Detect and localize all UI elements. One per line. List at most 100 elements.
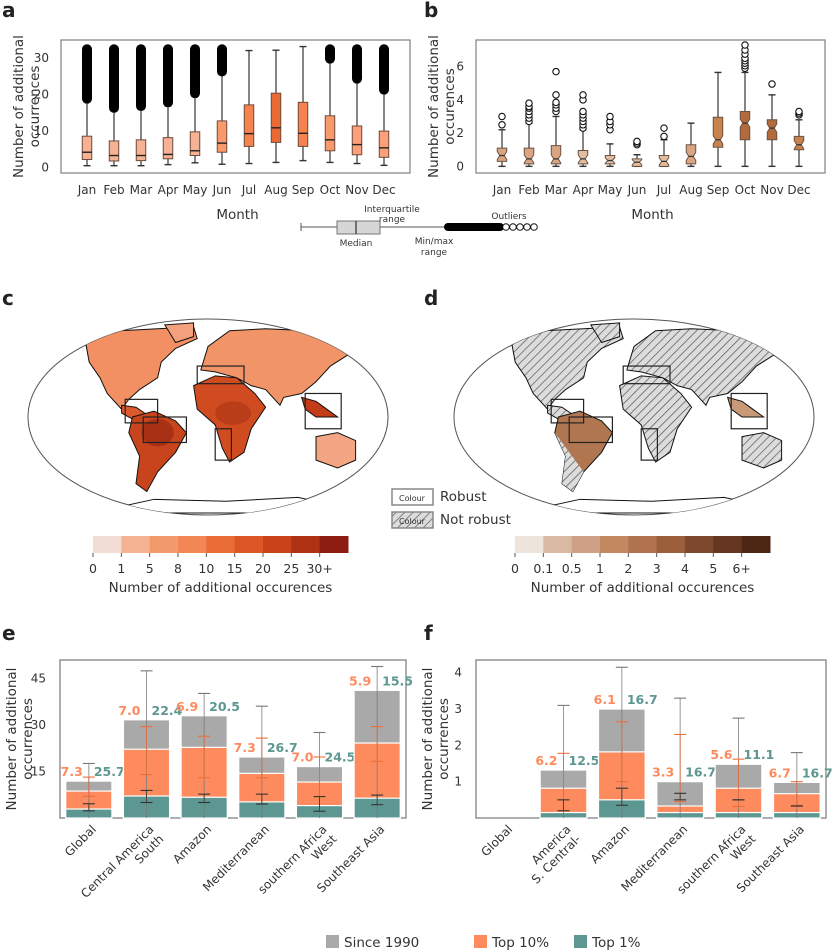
mediterranean-box xyxy=(622,365,671,385)
iqr-box xyxy=(297,101,309,147)
x-tick-label: Mar xyxy=(130,183,153,197)
outlier-band xyxy=(217,44,227,77)
colorbar-bin xyxy=(515,536,544,553)
box-mar xyxy=(135,44,147,167)
colorbar-tick-label: 5 xyxy=(709,561,717,576)
colorbar-label: Number of additional occurences xyxy=(531,580,755,596)
outlier-point xyxy=(525,99,533,107)
top1-pct-label: 16.7 xyxy=(685,765,716,780)
x-tick-label: Jun xyxy=(212,183,232,197)
legend-label: Top 1% xyxy=(591,935,641,951)
x-tick-label: Nov xyxy=(760,183,783,197)
outlier-band xyxy=(352,44,362,84)
top10-pct-label: 6.7 xyxy=(769,765,791,780)
x-axis-label: Region xyxy=(195,950,241,952)
plot-frame xyxy=(60,39,411,174)
plot-frame xyxy=(475,39,826,174)
colorbar-tick-label: 4 xyxy=(681,561,689,576)
colorbar-bin xyxy=(234,536,264,553)
colorbar-bin xyxy=(600,536,629,553)
iqr-box xyxy=(243,104,255,147)
x-axis-label: Month xyxy=(216,207,258,223)
box-jul xyxy=(243,49,255,165)
legend-outlier-point xyxy=(502,223,510,231)
colorbar-bin xyxy=(206,536,236,553)
not-robust-swatch xyxy=(391,511,434,529)
x-tick-label: Sep xyxy=(292,183,315,197)
colorbar-tick-label: 1 xyxy=(117,561,125,576)
colorbar-tick-label: 15 xyxy=(227,561,243,576)
colorbar-tick-label: 30+ xyxy=(306,561,332,576)
box-chart-b: 0 2 4 6 Number of additional occurences Jan Feb… xyxy=(426,35,826,223)
colorbar-tick-label: 0 xyxy=(89,561,97,576)
y-axis-label-line1: Number of additional xyxy=(11,35,27,178)
west-southern-africa-box xyxy=(640,428,659,461)
iqr-box xyxy=(351,125,363,156)
top10-pct-label: 3.3 xyxy=(652,765,674,780)
continent-eurasia xyxy=(200,328,353,407)
colorbar-bin xyxy=(121,536,151,553)
box-may xyxy=(604,112,616,168)
outlier-band xyxy=(325,44,335,64)
x-tick-label: Nov xyxy=(345,183,368,197)
south-central-america-box xyxy=(550,398,585,424)
top10-pct-label: 6.9 xyxy=(176,699,198,714)
outlier-band xyxy=(379,44,389,95)
outlier-point xyxy=(579,107,587,116)
top1-pct-label: 16.7 xyxy=(627,692,658,707)
y-tick-label: 30 xyxy=(31,718,46,732)
continent-australia xyxy=(315,432,357,469)
box-jun xyxy=(631,137,643,168)
legend-minmax-label: Min/max xyxy=(415,237,454,247)
panel-label-c: c xyxy=(2,286,14,310)
x-tick-label: Global xyxy=(62,822,99,859)
outlier-point xyxy=(606,112,614,121)
legend-minmax-label-2: range xyxy=(421,248,448,258)
colorbar-bin xyxy=(571,536,601,553)
x-tick-label: Oct xyxy=(735,183,756,197)
legend-outliers-label: Outliers xyxy=(491,212,527,222)
box-apr xyxy=(162,44,174,166)
panel-label-b: b xyxy=(424,0,439,22)
outlier-point xyxy=(552,91,560,99)
colorbar-bin xyxy=(93,536,122,553)
colorbar-bin xyxy=(741,536,771,553)
iqr-box xyxy=(793,135,805,151)
box-sep xyxy=(297,45,309,162)
iqr-box xyxy=(604,155,616,165)
iqr-box xyxy=(712,116,724,148)
iqr-box xyxy=(270,92,282,143)
colorbar-tick-label: 6+ xyxy=(732,561,750,576)
y-axis-label-line1: Number of additional xyxy=(420,668,436,811)
colorbar-tick-label: 0.5 xyxy=(562,561,582,576)
iqr-box xyxy=(108,140,120,162)
x-tick-label: Sep xyxy=(707,183,730,197)
colorbar-tick-label: 8 xyxy=(174,561,182,576)
continent-australia xyxy=(741,432,783,469)
outlier-band xyxy=(109,44,119,113)
legend-outlier-point xyxy=(523,223,531,231)
box-feb xyxy=(523,99,535,168)
top1-pct-label: 11.1 xyxy=(744,747,775,762)
box-jul xyxy=(658,124,670,168)
iqr-box xyxy=(739,110,751,141)
y-axis-label-line2: occurences xyxy=(442,68,458,145)
panel-label-e: e xyxy=(2,621,16,645)
iqr-box xyxy=(81,135,93,161)
x-tick-label: Jan xyxy=(492,183,512,197)
top1-pct-label: 26.7 xyxy=(267,740,298,755)
bar-legend: Since 1990 Top 10% Top 1% xyxy=(326,935,641,951)
y-tick-label: 4 xyxy=(454,666,462,680)
outlier-point xyxy=(552,98,560,107)
box-nov xyxy=(766,80,778,168)
outlier-point xyxy=(552,67,560,76)
iqr-box xyxy=(577,150,589,165)
mediterranean-box xyxy=(196,365,245,385)
x-tick-label: Oct xyxy=(320,183,341,197)
y-tick-label: 20 xyxy=(34,88,49,102)
x-tick-label: Aug xyxy=(679,183,702,197)
x-tick-label: Jan xyxy=(77,183,97,197)
southeast-asia-box xyxy=(730,392,768,430)
box-sep xyxy=(712,71,724,168)
colorbar-label: Number of additional occurences xyxy=(109,580,333,596)
